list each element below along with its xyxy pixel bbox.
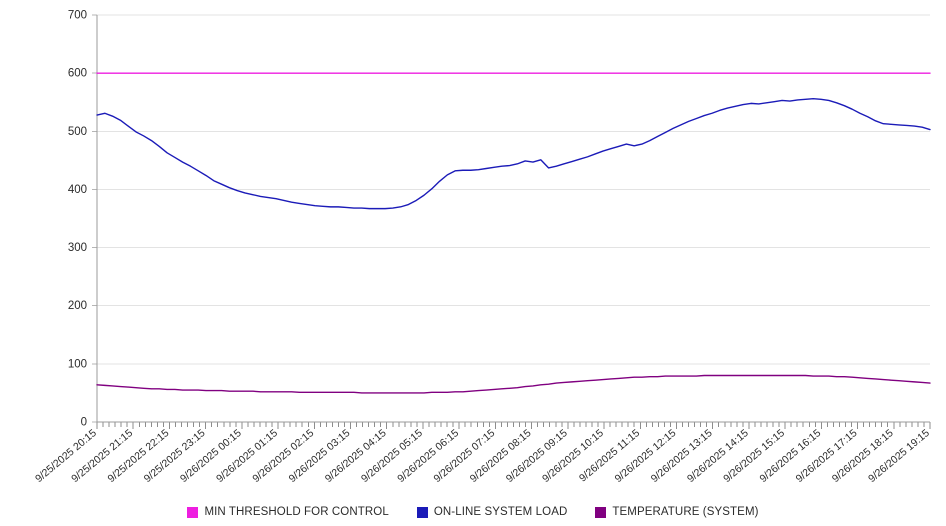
y-tick-label: 300 <box>68 242 87 254</box>
data-series <box>96 72 931 394</box>
x-tick-label: 9/26/2025 16:15 <box>757 427 823 485</box>
x-tick-label: 9/26/2025 02:15 <box>250 427 316 485</box>
axis-ticks <box>92 14 97 423</box>
x-tick-label: 9/26/2025 10:15 <box>540 427 606 485</box>
x-tick-label: 9/26/2025 05:15 <box>359 427 425 485</box>
x-tick-label: 9/26/2025 12:15 <box>613 427 679 485</box>
legend-color-swatch-icon <box>187 506 199 518</box>
series-line <box>96 374 931 394</box>
x-tick-label: 9/26/2025 13:15 <box>649 427 715 485</box>
x-tick-label: 9/25/2025 21:15 <box>69 427 135 485</box>
y-tick-label: 400 <box>68 184 87 196</box>
x-tick-label: 9/25/2025 20:15 <box>33 427 99 485</box>
x-tick-label: 9/26/2025 06:15 <box>395 427 461 485</box>
x-tick-label: 9/26/2025 00:15 <box>178 427 244 485</box>
legend-label: MIN THRESHOLD FOR CONTROL <box>204 506 389 518</box>
x-tick-label: 9/26/2025 15:15 <box>721 427 787 485</box>
axis-lines <box>96 15 930 423</box>
x-tick-label: 9/26/2025 08:15 <box>468 427 534 485</box>
x-tick-label: 9/26/2025 19:15 <box>866 427 932 485</box>
y-tick-label: 600 <box>68 68 87 80</box>
legend-color-swatch-icon <box>595 506 607 518</box>
legend-label: TEMPERATURE (SYSTEM) <box>612 506 759 518</box>
x-tick-label: 9/26/2025 01:15 <box>214 427 280 485</box>
x-tick-label: 9/26/2025 07:15 <box>431 427 497 485</box>
legend-color-swatch-icon <box>416 506 428 518</box>
legend-item[interactable]: MIN THRESHOLD FOR CONTROL <box>187 506 389 518</box>
x-tick-label: 9/25/2025 23:15 <box>142 427 208 485</box>
x-tick-label: 9/26/2025 03:15 <box>287 427 353 485</box>
y-tick-label: 500 <box>68 126 87 138</box>
y-tick-label: 0 <box>81 417 87 429</box>
x-axis-tick-labels: 9/25/2025 20:159/25/2025 21:159/25/2025 … <box>33 427 932 485</box>
x-tick-label: 9/26/2025 17:15 <box>794 427 860 485</box>
y-tick-label: 200 <box>68 300 87 312</box>
series-line <box>96 98 931 210</box>
gridlines <box>97 14 930 423</box>
x-tick-label: 9/26/2025 14:15 <box>685 427 751 485</box>
legend-item[interactable]: TEMPERATURE (SYSTEM) <box>595 506 758 518</box>
y-axis-tick-labels: 0 100 200 300 400 500 600 700 <box>68 10 87 429</box>
x-tick-label: 9/26/2025 09:15 <box>504 427 570 485</box>
chart-legend: MIN THRESHOLD FOR CONTROL ON-LINE SYSTEM … <box>0 506 946 518</box>
x-tick-label: 9/26/2025 04:15 <box>323 427 389 485</box>
legend-item[interactable]: ON-LINE SYSTEM LOAD <box>416 506 568 518</box>
y-tick-label: 100 <box>68 358 87 370</box>
axis-minor-ticks <box>96 422 931 429</box>
y-tick-label: 700 <box>68 10 87 22</box>
x-tick-label: 9/25/2025 22:15 <box>106 427 172 485</box>
x-tick-label: 9/26/2025 18:15 <box>830 427 896 485</box>
legend-label: ON-LINE SYSTEM LOAD <box>433 506 568 518</box>
